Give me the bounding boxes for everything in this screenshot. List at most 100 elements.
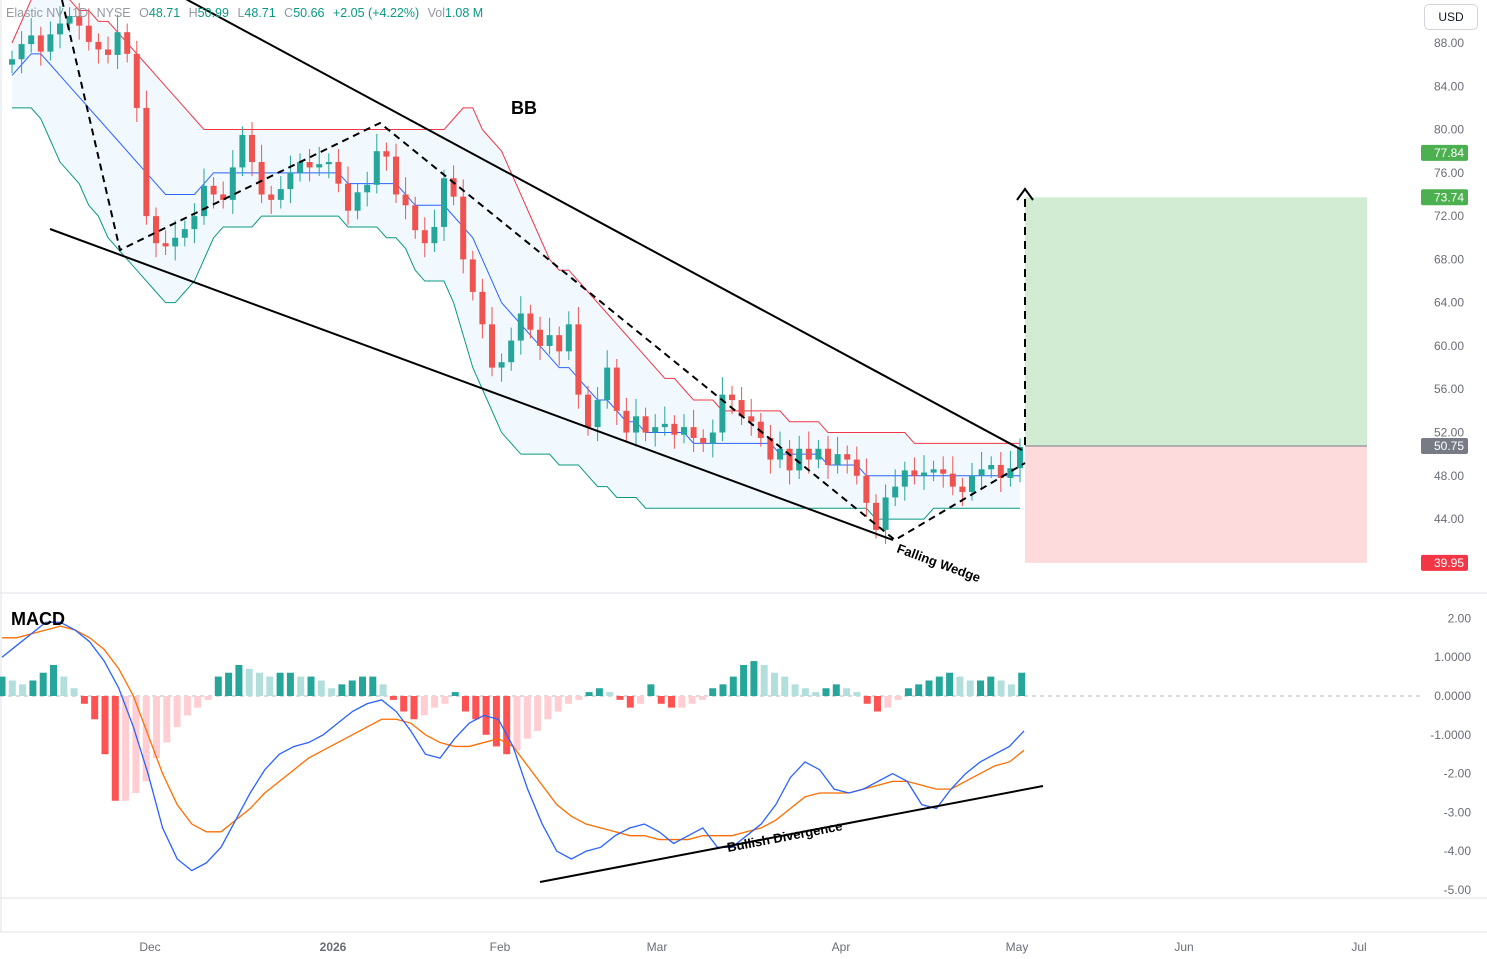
candle-body [76, 15, 83, 26]
histogram-bar [719, 684, 727, 696]
candle-body [671, 423, 678, 435]
histogram-bar [0, 676, 6, 696]
candle-body [719, 394, 726, 433]
histogram-bar [884, 696, 892, 708]
macd-tick-label: 0.0000 [1434, 689, 1471, 703]
candle-body [556, 335, 563, 352]
bb-basis-line [11, 53, 1020, 477]
falling-wedge-label: Falling Wedge [895, 541, 983, 585]
candle-body [565, 324, 572, 352]
candle-body [498, 362, 505, 368]
bb-fill [12, 0, 1020, 520]
long-position-tool[interactable] [1025, 197, 1367, 563]
candle-body [633, 416, 639, 433]
histogram-bar [997, 680, 1005, 696]
histogram-bar [492, 696, 500, 747]
candle-body [623, 410, 630, 433]
macd-tick-label: -3.00 [1444, 805, 1472, 819]
candle-body [95, 41, 102, 50]
candle-body [105, 49, 111, 55]
high-label: H [188, 6, 198, 20]
candle-body [796, 448, 803, 471]
candle-body [661, 423, 668, 428]
histogram-bar [801, 688, 809, 696]
candle-body [604, 367, 611, 401]
close-value: 50.66 [293, 6, 325, 20]
low-value: 48.71 [244, 6, 276, 20]
candle [757, 413, 764, 447]
candle [901, 461, 908, 501]
candle [652, 414, 659, 447]
candle [911, 457, 918, 485]
price-tick-label: 60.00 [1434, 339, 1464, 353]
histogram-bar [740, 664, 748, 696]
candle-body [863, 475, 870, 503]
candle [729, 385, 735, 415]
candle-body [85, 25, 92, 42]
histogram-bar [843, 688, 851, 696]
price-badge: 73.74 [1421, 189, 1468, 206]
candle [700, 429, 707, 452]
candle [882, 484, 889, 544]
histogram-bar [709, 688, 717, 696]
price-badge-label: 39.95 [1434, 556, 1464, 570]
interval[interactable]: 1D [72, 6, 89, 20]
price-tick-label: 52.00 [1434, 426, 1464, 440]
candle [469, 250, 476, 301]
price-tick-label: 68.00 [1434, 252, 1464, 266]
price-tick-label: 80.00 [1434, 123, 1464, 137]
candle [373, 133, 380, 194]
candle-body [460, 196, 467, 260]
candle [997, 451, 1004, 493]
candle [258, 144, 265, 204]
histogram-bar [729, 676, 737, 696]
price-badge-bg [1421, 554, 1468, 571]
histogram-bar [565, 696, 572, 704]
currency-button[interactable]: USD [1424, 4, 1478, 30]
candle [565, 311, 572, 361]
candle [133, 40, 140, 122]
histogram-bar [60, 676, 68, 696]
candle-body [57, 23, 63, 35]
candle [930, 460, 937, 482]
candle-body [124, 32, 131, 54]
axes: 88.00 84.00 80.00 76.00 72.00 68.00 64.00 60.00… [139, 36, 1471, 954]
bb-label: BB [511, 98, 537, 118]
histogram-bar [1007, 684, 1015, 696]
symbol-name[interactable]: Elastic NV [6, 6, 64, 20]
candle [450, 165, 457, 206]
macd-tick-label: -4.00 [1444, 844, 1472, 858]
candle [162, 230, 169, 256]
wedge-upper-trendline [185, 0, 1023, 451]
bullish-divergence-label: Bullish Divergence [726, 818, 844, 855]
candle-body [9, 59, 15, 65]
candle-body [383, 151, 390, 157]
candle [316, 146, 323, 177]
price-badge: 50.75 [1421, 438, 1468, 455]
histogram-bar [256, 672, 263, 696]
histogram-bar [214, 676, 222, 696]
candle [498, 353, 505, 382]
macd-tick-label: -2.00 [1444, 767, 1472, 781]
drawings[interactable] [49, 0, 1034, 542]
candle-body [700, 437, 707, 444]
histogram-bar [781, 676, 789, 696]
wave-path [61, 0, 1026, 542]
histogram-bar [328, 688, 336, 696]
candle [479, 278, 486, 339]
candle [460, 179, 467, 274]
histogram-bar [91, 696, 99, 720]
candle-body [709, 432, 716, 444]
arrow-head-icon [1016, 187, 1034, 201]
candle-body [681, 427, 687, 435]
candle [412, 196, 419, 239]
candle [546, 317, 553, 355]
candle [709, 419, 716, 458]
candle [556, 326, 563, 366]
candle-body [757, 421, 764, 438]
candle [431, 209, 438, 252]
histogram-bar [338, 684, 346, 696]
candle-body [594, 400, 601, 428]
histogram-bar [904, 688, 912, 696]
